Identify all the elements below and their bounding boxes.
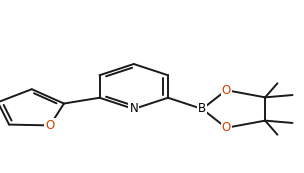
Text: O: O	[222, 84, 231, 97]
Text: B: B	[198, 102, 206, 116]
Text: N: N	[130, 102, 138, 116]
Text: O: O	[45, 119, 55, 132]
Text: O: O	[222, 121, 231, 134]
